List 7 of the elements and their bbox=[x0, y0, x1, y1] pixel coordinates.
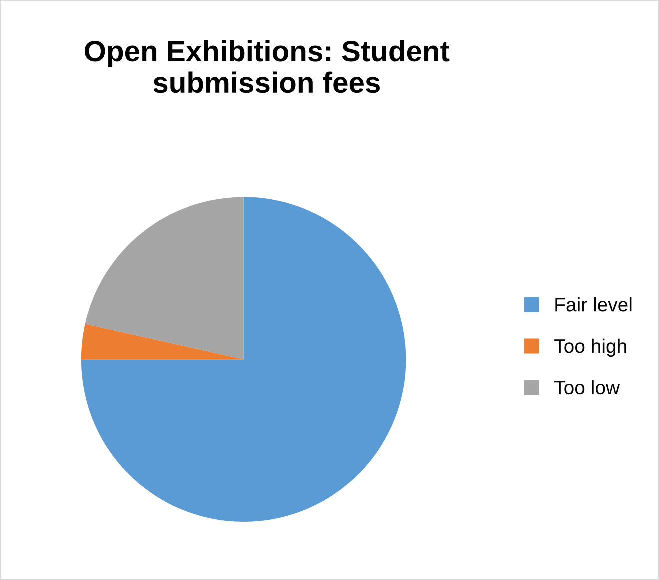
pie-slice bbox=[85, 197, 244, 360]
legend-label: Fair level bbox=[556, 297, 632, 312]
pie-slice bbox=[81, 324, 244, 360]
pie-slice bbox=[81, 197, 406, 522]
legend-label: Too high bbox=[554, 338, 626, 358]
legend-label: Too low bbox=[554, 380, 620, 395]
chart-title: Open Exhibitions: Student submission fees bbox=[85, 40, 450, 94]
